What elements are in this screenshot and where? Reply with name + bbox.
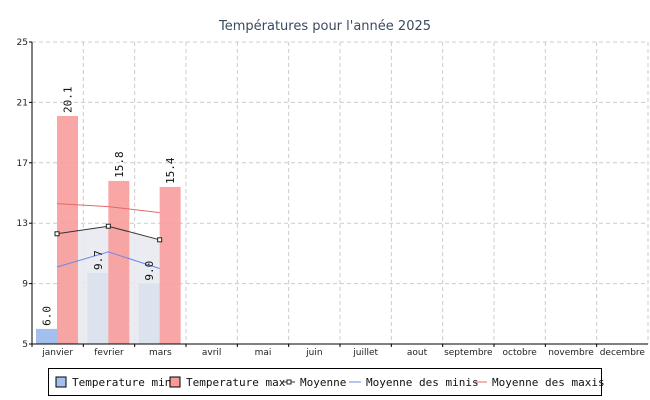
y-tick-label: 25 bbox=[17, 38, 28, 48]
chart-marks: 6.0 9.7 9.0 20.1 15.8 15.4 bbox=[36, 86, 181, 345]
legend-swatch bbox=[55, 376, 67, 388]
legend-swatch-marker bbox=[286, 379, 292, 385]
x-tick-label: janvier bbox=[41, 348, 73, 358]
chart-title: Températures pour l'année 2025 bbox=[218, 19, 431, 34]
x-tick-label: fevrier bbox=[94, 348, 124, 358]
y-tick-label: 5 bbox=[22, 340, 28, 350]
y-tick-label: 21 bbox=[17, 98, 28, 108]
line-moyenne-des-minis bbox=[56, 251, 160, 269]
x-tick-label: juillet bbox=[352, 348, 378, 358]
x-tick-label: septembre bbox=[444, 348, 493, 358]
bar-temperature-max bbox=[159, 186, 181, 344]
bar-value-label: 9.7 bbox=[92, 250, 105, 270]
moyenne-point bbox=[54, 231, 60, 237]
moyenne-point bbox=[157, 237, 163, 243]
legend-swatch bbox=[169, 376, 181, 388]
bar-value-label: 15.8 bbox=[113, 151, 126, 178]
bar-temperature-max bbox=[57, 115, 78, 345]
y-tick-label: 17 bbox=[17, 159, 28, 169]
y-tick-label: 9 bbox=[22, 280, 28, 290]
bar-value-label: 15.4 bbox=[164, 157, 177, 184]
legend-label: Temperature max bbox=[186, 376, 286, 389]
x-tick-label: octobre bbox=[503, 348, 538, 358]
legend-box bbox=[48, 368, 602, 396]
grid bbox=[31, 41, 649, 344]
bar-value-label: 20.1 bbox=[62, 86, 75, 113]
legend-label: Temperature min bbox=[72, 376, 171, 389]
moyenne-point bbox=[105, 223, 111, 229]
x-tick-label: decembre bbox=[600, 348, 646, 358]
x-tick-label: novembre bbox=[548, 348, 594, 358]
legend-label: Moyenne bbox=[300, 376, 346, 389]
x-tick-label: mai bbox=[255, 348, 272, 358]
legend: Temperature min Temperature max Moyenne Moy… bbox=[48, 368, 605, 396]
axes: 5 9 13 17 21 25 janvier fevrier mars avril mai juin… bbox=[17, 38, 648, 358]
x-tick-label: avril bbox=[202, 348, 222, 358]
bar-temperature-max bbox=[108, 180, 130, 344]
bar-value-label: 9.0 bbox=[143, 261, 156, 281]
y-tick-label: 13 bbox=[17, 219, 28, 229]
x-tick-label: juin bbox=[305, 348, 322, 358]
legend-label: Moyenne des maxis bbox=[492, 376, 605, 389]
line-moyenne-des-maxis bbox=[56, 203, 160, 214]
bar-temperature-min bbox=[36, 328, 57, 344]
x-tick-label: mars bbox=[149, 348, 172, 358]
x-tick-label: aout bbox=[407, 348, 428, 358]
bar-value-label: 6.0 bbox=[41, 306, 54, 326]
legend-label: Moyenne des minis bbox=[366, 376, 479, 389]
